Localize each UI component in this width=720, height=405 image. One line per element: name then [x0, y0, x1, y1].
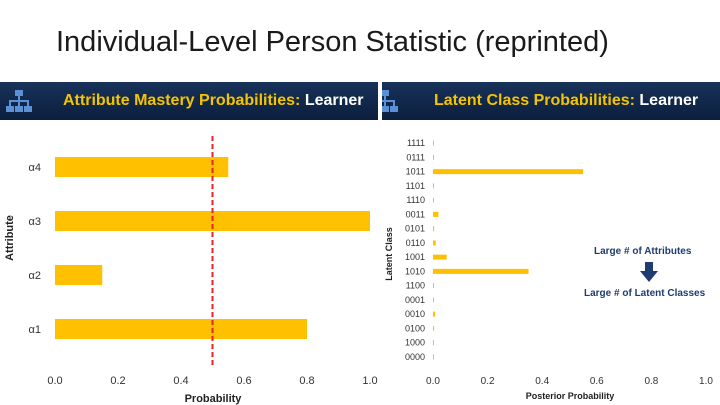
- y-tick-label: 0011: [406, 209, 425, 219]
- bar-class-0000: [433, 354, 434, 360]
- bar-class-0110: [433, 240, 436, 246]
- attribute-panel-header: Attribute Mastery Probabilities: Learner: [0, 82, 378, 120]
- bar-α4: [55, 157, 229, 177]
- x-axis-label: Probability: [185, 393, 243, 405]
- y-tick-label: 0110: [406, 238, 425, 248]
- bar-class-0010: [433, 311, 436, 317]
- y-tick-label: 0001: [405, 295, 425, 305]
- attribute-header-learner: Learner: [304, 92, 364, 109]
- y-tick-label: 1010: [405, 266, 425, 276]
- y-tick-label: 1101: [406, 181, 425, 191]
- bar-α2: [55, 265, 103, 285]
- bar-α3: [55, 211, 370, 231]
- bar-class-0011: [433, 211, 439, 217]
- bar-class-0101: [433, 226, 435, 232]
- y-tick-label: 1000: [405, 338, 425, 348]
- bar-class-1111: [433, 140, 434, 146]
- slide-title: Individual-Level Person Statistic (repri…: [56, 26, 609, 58]
- bar-class-1101: [433, 183, 434, 189]
- y-tick-label: α1: [29, 324, 41, 336]
- y-tick-label: α4: [29, 162, 41, 174]
- bar-class-1001: [433, 254, 447, 260]
- bar-α1: [55, 319, 307, 339]
- x-tick-label: 0.4: [535, 376, 549, 387]
- x-tick-label: 0.2: [110, 375, 125, 387]
- y-tick-label: α3: [29, 216, 41, 228]
- bar-class-0111: [433, 154, 434, 160]
- x-tick-label: 1.0: [362, 375, 377, 387]
- hierarchy-icon: [6, 90, 32, 112]
- y-tick-label: α2: [29, 270, 41, 282]
- x-tick-label: 0.6: [590, 376, 604, 387]
- hierarchy-icon: [382, 90, 398, 112]
- bar-class-0100: [433, 325, 435, 331]
- x-tick-label: 1.0: [699, 376, 713, 387]
- latent-header-learner: Learner: [639, 92, 699, 109]
- x-tick-label: 0.0: [426, 376, 440, 387]
- y-axis-label: Latent Class: [384, 227, 394, 281]
- latent-class-chart: 0000 1000 0100 0010 0001 1100 1010 1001 0110 0101…: [384, 138, 713, 401]
- bar-class-1000: [433, 340, 434, 346]
- x-tick-label: 0.4: [173, 375, 188, 387]
- y-tick-label: 1110: [406, 195, 425, 205]
- y-tick-label: 1011: [406, 167, 425, 177]
- bar-class-1011: [433, 169, 584, 175]
- x-tick-label: 0.6: [236, 375, 251, 387]
- annotation-latent-classes: Large # of Latent Classes: [584, 288, 706, 299]
- y-axis-label: Attribute: [4, 215, 16, 261]
- x-tick-label: 0.0: [47, 375, 62, 387]
- x-tick-label: 0.8: [299, 375, 314, 387]
- y-tick-label: 0010: [405, 309, 425, 319]
- y-tick-label: 0000: [405, 352, 425, 362]
- y-tick-label: 0111: [406, 152, 425, 162]
- bar-class-1100: [433, 283, 434, 289]
- bar-class-1010: [433, 268, 529, 274]
- y-tick-label: 0100: [405, 323, 425, 333]
- bar-class-1110: [433, 197, 434, 203]
- latent-header-title: Latent Class Probabilities:: [434, 92, 635, 109]
- annotation-attributes: Large # of Attributes: [594, 246, 692, 257]
- y-tick-label: 0101: [405, 224, 425, 234]
- y-tick-label: 1100: [406, 281, 425, 291]
- x-tick-label: 0.2: [481, 376, 495, 387]
- x-tick-label: 0.8: [644, 376, 658, 387]
- bar-class-0001: [433, 297, 434, 303]
- attribute-header-title: Attribute Mastery Probabilities:: [63, 92, 301, 109]
- latent-class-panel-header: Latent Class Probabilities: Learner: [382, 82, 720, 120]
- y-tick-label: 1111: [407, 138, 425, 148]
- down-arrow-icon: [640, 262, 658, 282]
- x-axis-label: Posterior Probability: [526, 391, 615, 401]
- y-tick-label: 1001: [405, 252, 425, 262]
